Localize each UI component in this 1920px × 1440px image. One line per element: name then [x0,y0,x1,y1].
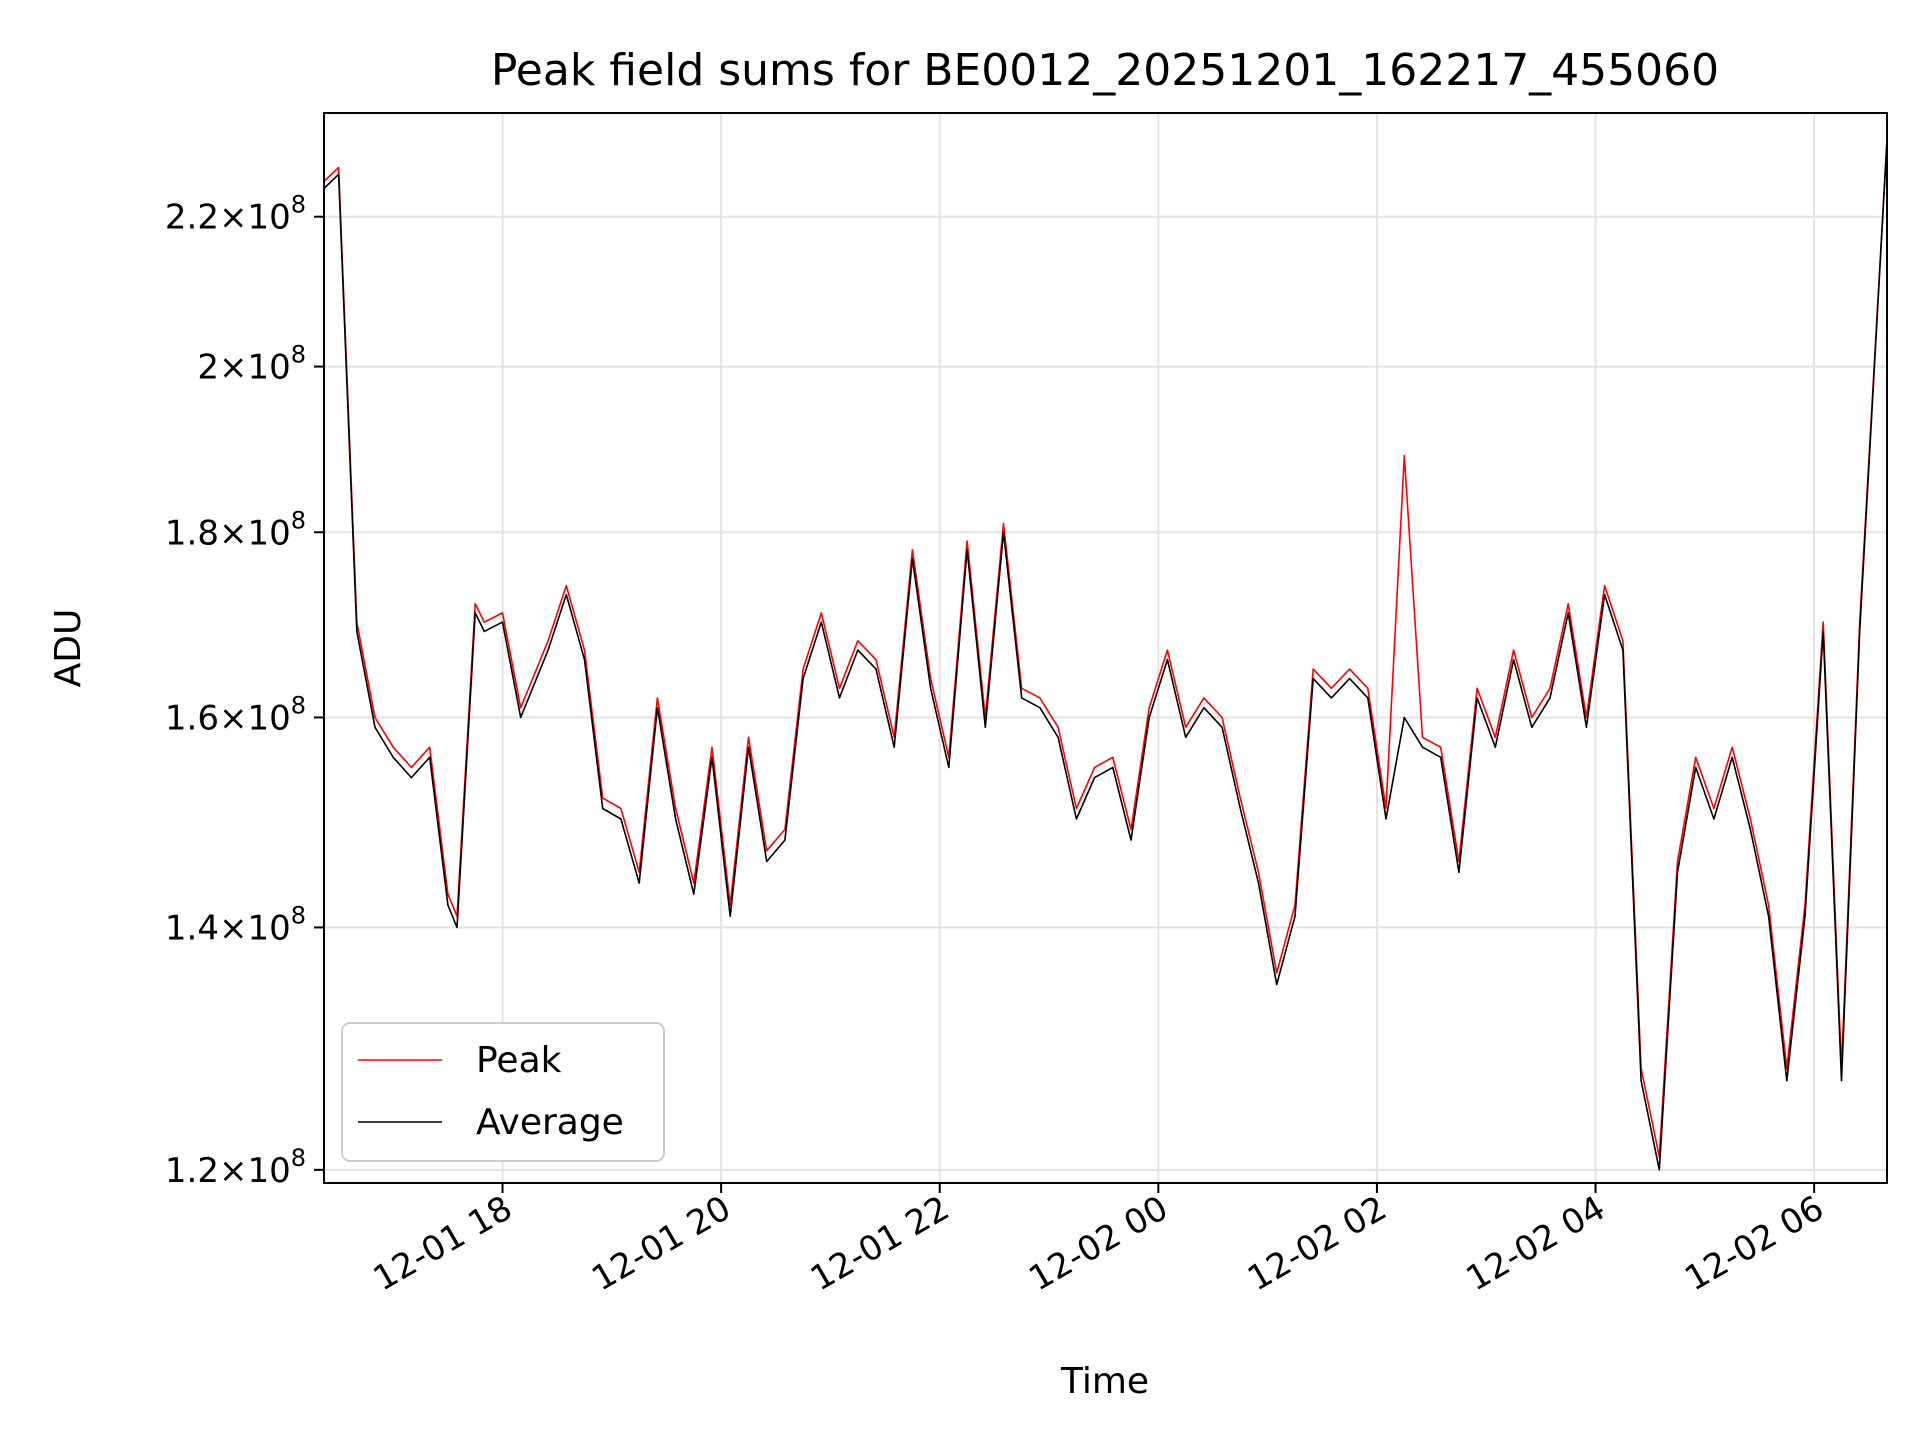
y-tick-label: 1.4×108 [165,901,306,948]
y-axis-ticks: 1.2×108 1.4×108 1.6×108 1.8×108 2×108 2.2×108 [165,191,324,1191]
legend-box [341,1022,665,1162]
legend-label-peak: Peak [476,1040,562,1081]
plot-area-frame [323,112,1888,1184]
chart-title: Peak field sums for BE0012_20251201_1622… [491,45,1719,96]
y-tick-label: 1.2×108 [165,1144,306,1191]
x-axis-label: Time [1060,1361,1149,1402]
y-axis-label: ADU [48,609,89,688]
series-line-peak [324,139,1887,1158]
y-tick-label: 1.8×108 [165,506,306,553]
y-tick-label: 2×108 [197,341,306,388]
series-line-average [324,139,1887,1171]
legend-label-average: Average [476,1102,624,1143]
legend: Peak Average [341,1022,665,1162]
y-tick-label: 2.2×108 [165,191,306,238]
series-lines [324,139,1887,1171]
y-tick-label: 1.6×108 [165,691,306,738]
